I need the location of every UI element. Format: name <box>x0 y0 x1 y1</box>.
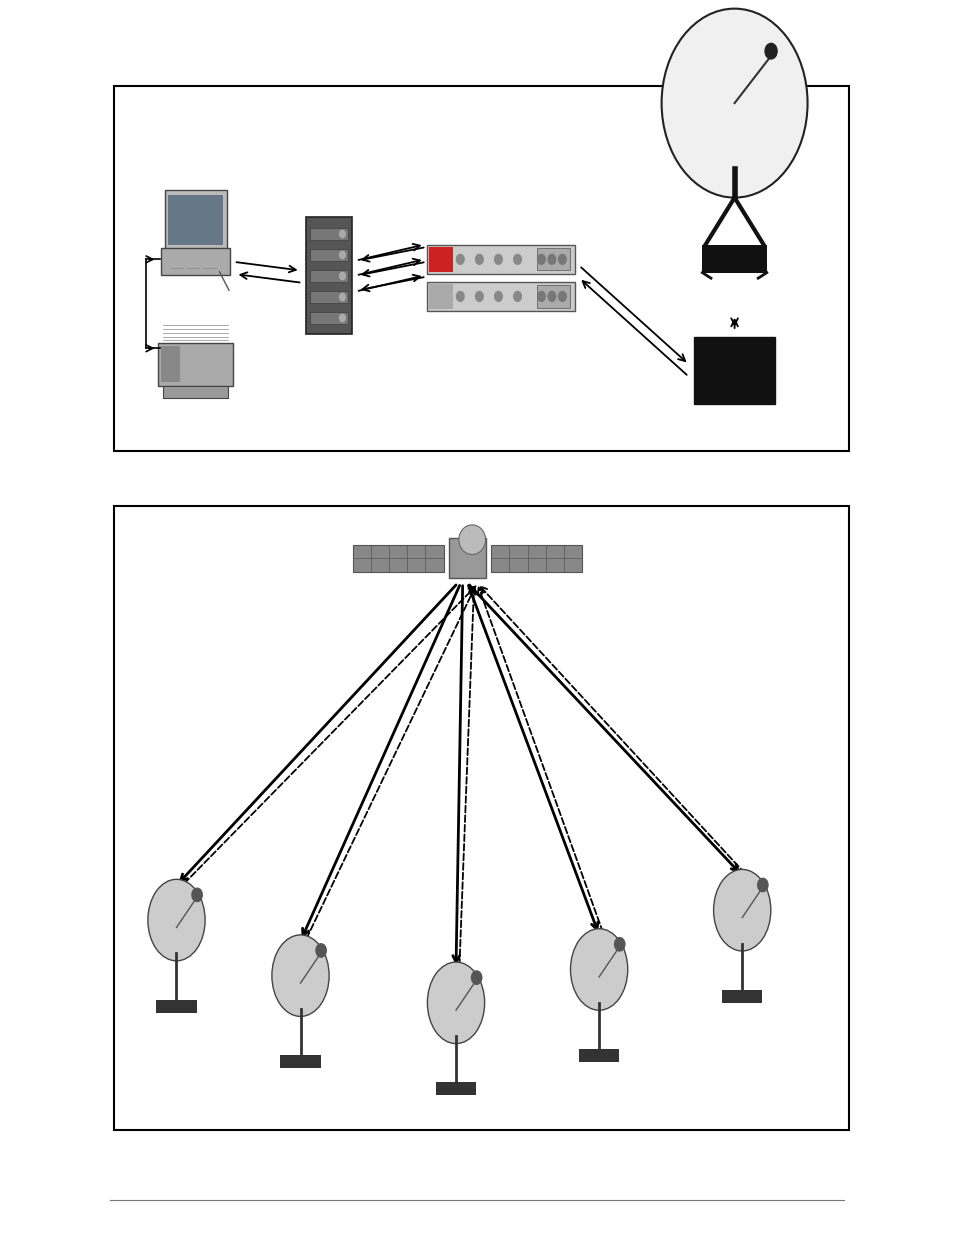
Circle shape <box>315 944 326 957</box>
FancyBboxPatch shape <box>168 195 222 245</box>
FancyBboxPatch shape <box>161 347 180 383</box>
FancyBboxPatch shape <box>491 545 581 572</box>
Circle shape <box>764 43 777 59</box>
Circle shape <box>614 937 624 951</box>
FancyBboxPatch shape <box>310 227 348 240</box>
Circle shape <box>513 291 520 301</box>
FancyBboxPatch shape <box>449 538 485 578</box>
Circle shape <box>476 254 483 264</box>
Circle shape <box>339 230 345 237</box>
Circle shape <box>495 291 502 301</box>
Circle shape <box>476 291 483 301</box>
Circle shape <box>547 254 555 264</box>
FancyBboxPatch shape <box>310 248 348 261</box>
FancyBboxPatch shape <box>436 1082 476 1095</box>
FancyBboxPatch shape <box>701 245 766 273</box>
Ellipse shape <box>458 525 485 555</box>
FancyBboxPatch shape <box>114 86 848 451</box>
Circle shape <box>537 291 545 301</box>
FancyBboxPatch shape <box>536 285 570 308</box>
Ellipse shape <box>272 935 329 1016</box>
Circle shape <box>339 314 345 322</box>
Circle shape <box>339 251 345 259</box>
FancyBboxPatch shape <box>536 248 570 270</box>
FancyBboxPatch shape <box>114 506 848 1130</box>
FancyBboxPatch shape <box>310 269 348 282</box>
FancyBboxPatch shape <box>721 990 761 1003</box>
FancyBboxPatch shape <box>161 248 230 275</box>
FancyBboxPatch shape <box>310 312 348 325</box>
Ellipse shape <box>148 879 205 961</box>
FancyBboxPatch shape <box>429 247 453 272</box>
FancyBboxPatch shape <box>280 1055 320 1068</box>
Circle shape <box>456 254 464 264</box>
Circle shape <box>757 878 767 892</box>
FancyBboxPatch shape <box>353 545 443 572</box>
FancyBboxPatch shape <box>429 284 453 309</box>
Circle shape <box>339 272 345 280</box>
Circle shape <box>537 254 545 264</box>
FancyBboxPatch shape <box>156 1000 196 1013</box>
FancyBboxPatch shape <box>427 245 574 274</box>
Ellipse shape <box>570 929 627 1010</box>
Circle shape <box>558 254 566 264</box>
Ellipse shape <box>427 962 484 1044</box>
FancyBboxPatch shape <box>694 336 774 405</box>
Circle shape <box>547 291 555 301</box>
FancyBboxPatch shape <box>164 190 226 249</box>
Circle shape <box>471 971 481 984</box>
FancyBboxPatch shape <box>163 385 228 398</box>
Ellipse shape <box>661 9 806 198</box>
Circle shape <box>192 888 202 902</box>
Ellipse shape <box>713 869 770 951</box>
Circle shape <box>513 254 520 264</box>
FancyBboxPatch shape <box>578 1049 618 1062</box>
Circle shape <box>495 254 502 264</box>
Circle shape <box>339 293 345 301</box>
Circle shape <box>558 291 566 301</box>
FancyBboxPatch shape <box>310 290 348 303</box>
FancyBboxPatch shape <box>158 342 233 385</box>
FancyBboxPatch shape <box>306 217 352 335</box>
FancyBboxPatch shape <box>427 282 574 311</box>
Circle shape <box>456 291 464 301</box>
